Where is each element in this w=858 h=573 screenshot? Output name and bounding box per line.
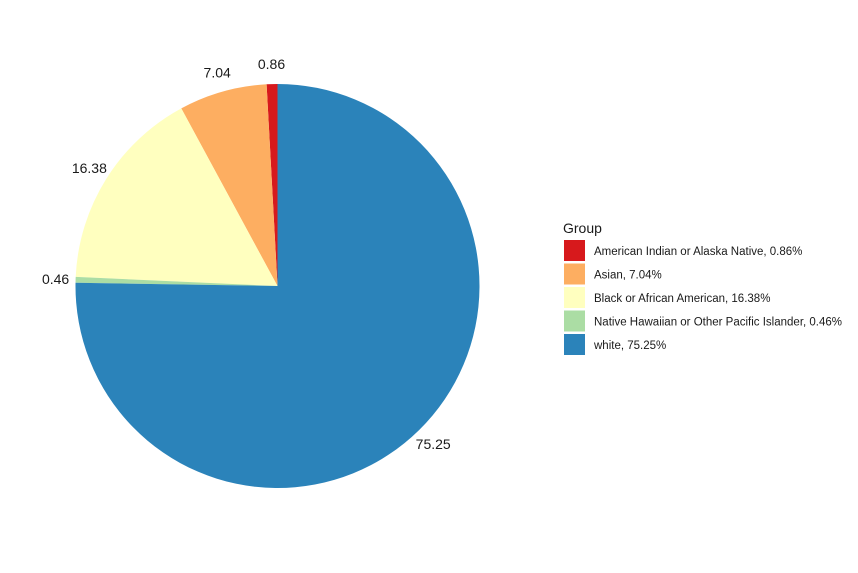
legend-label: Native Hawaiian or Other Pacific Islande… xyxy=(594,317,842,329)
legend-swatch xyxy=(564,263,585,285)
pie-slices xyxy=(75,84,480,488)
pie-slice xyxy=(75,108,278,287)
legend-swatch xyxy=(564,240,585,261)
legend-swatch xyxy=(564,287,585,308)
slice-data-label: 0.86 xyxy=(258,56,285,72)
legend: Group American Indian or Alaska Native, … xyxy=(563,220,842,355)
pie-slice xyxy=(266,84,278,286)
slice-data-label: 7.04 xyxy=(204,64,231,80)
slice-data-label: 0.46 xyxy=(42,271,69,287)
pie-slice xyxy=(181,84,278,286)
legend-label: Black or African American, 16.38% xyxy=(594,293,770,305)
legend-title: Group xyxy=(563,220,602,236)
legend-swatch xyxy=(564,334,585,355)
legend-label: Asian, 7.04% xyxy=(594,270,662,282)
pie-slice xyxy=(75,84,480,488)
legend-label: white, 75.25% xyxy=(593,340,666,352)
pie-data-labels: 0.86 7.04 16.38 0.46 75.25 xyxy=(42,56,451,452)
legend-swatch xyxy=(564,310,585,332)
pie-slice xyxy=(75,276,278,286)
slice-data-label: 75.25 xyxy=(416,436,451,452)
slice-data-label: 16.38 xyxy=(72,160,107,176)
legend-label: American Indian or Alaska Native, 0.86% xyxy=(594,246,802,258)
